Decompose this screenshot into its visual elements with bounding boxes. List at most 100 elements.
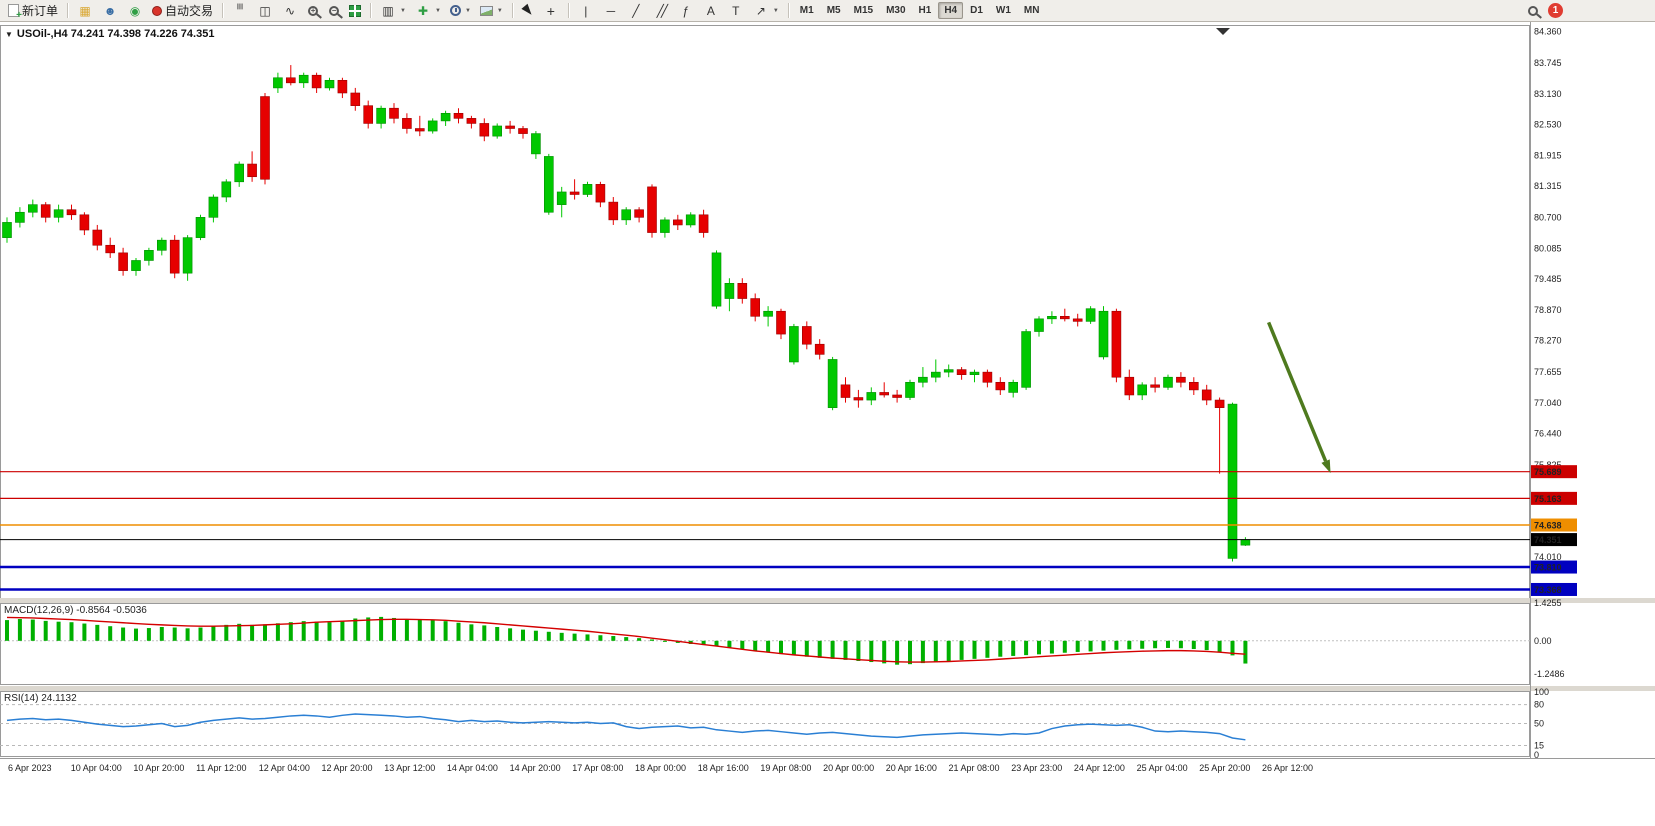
- svg-text:74.351: 74.351: [1534, 535, 1562, 545]
- candlestick-chart-button[interactable]: ◫: [253, 1, 277, 21]
- zoom-out-button[interactable]: −: [324, 1, 344, 21]
- svg-text:14 Apr 20:00: 14 Apr 20:00: [510, 763, 561, 773]
- svg-text:74.010: 74.010: [1534, 552, 1562, 562]
- templates-button[interactable]: ▼: [476, 1, 507, 21]
- profile-button[interactable]: ☻: [98, 1, 122, 21]
- text-tool[interactable]: A: [699, 1, 723, 21]
- svg-text:20 Apr 16:00: 20 Apr 16:00: [886, 763, 937, 773]
- toolbar-separator: [67, 3, 69, 18]
- chevron-down-icon: ▼: [772, 7, 779, 14]
- horizontal-line-tool[interactable]: ─: [599, 1, 623, 21]
- tile-windows-button[interactable]: [345, 1, 365, 21]
- candlestick-series: [2, 65, 1251, 562]
- notification-badge[interactable]: 1: [1548, 3, 1563, 18]
- svg-text:83.130: 83.130: [1534, 89, 1562, 99]
- chevron-down-icon: ▼: [496, 7, 503, 14]
- panel-splitter[interactable]: [0, 686, 1655, 691]
- svg-text:18 Apr 16:00: 18 Apr 16:00: [698, 763, 749, 773]
- fibonacci-tool[interactable]: ƒ: [674, 1, 698, 21]
- rsi-line: [6, 713, 1246, 741]
- timeframe-m1[interactable]: M1: [799, 5, 814, 16]
- svg-text:14 Apr 04:00: 14 Apr 04:00: [447, 763, 498, 773]
- search-icon[interactable]: [1528, 5, 1538, 16]
- timeframe-m15[interactable]: M15: [853, 5, 874, 16]
- add-indicator-button[interactable]: ✚ ▼: [411, 1, 445, 21]
- new-order-icon: [8, 4, 22, 21]
- horizontal-line-icon: ─: [606, 3, 616, 18]
- profile-icon: ☻: [103, 3, 117, 18]
- svg-text:25 Apr 04:00: 25 Apr 04:00: [1137, 763, 1188, 773]
- zoom-in-icon: +: [308, 5, 319, 16]
- svg-text:18 Apr 00:00: 18 Apr 00:00: [635, 763, 686, 773]
- cursor-tool-button[interactable]: [518, 1, 538, 21]
- toolbar-separator: [787, 3, 789, 18]
- auto-trading-button[interactable]: 自动交易: [148, 1, 217, 21]
- timeframe-d1[interactable]: D1: [970, 5, 983, 16]
- crosshair-icon: +: [546, 2, 555, 19]
- svg-text:13 Apr 12:00: 13 Apr 12:00: [384, 763, 435, 773]
- community-button[interactable]: ◉: [123, 1, 147, 21]
- svg-text:-1.2486: -1.2486: [1534, 669, 1565, 679]
- horizontal-level-lines[interactable]: [0, 465, 1577, 596]
- svg-text:75.689: 75.689: [1534, 467, 1562, 477]
- text-icon: A: [706, 3, 715, 18]
- price-chart-canvas[interactable]: 84.360 83.745 83.130 82.530 81.915 81.315 80.7…: [0, 22, 1655, 826]
- arrow-shape-icon: ↗: [755, 3, 766, 18]
- line-chart-button[interactable]: ∿: [278, 1, 302, 21]
- timeframe-h4[interactable]: H4: [938, 2, 964, 19]
- svg-text:24 Apr 12:00: 24 Apr 12:00: [1074, 763, 1125, 773]
- svg-text:81.915: 81.915: [1534, 151, 1562, 161]
- timeframe-m5[interactable]: M5: [826, 5, 841, 16]
- community-icon: ◉: [129, 3, 141, 18]
- svg-text:78.270: 78.270: [1534, 336, 1562, 346]
- periods-button[interactable]: ▼: [446, 1, 475, 21]
- panel-splitter[interactable]: [0, 598, 1655, 603]
- svg-text:19 Apr 08:00: 19 Apr 08:00: [760, 763, 811, 773]
- svg-text:12 Apr 20:00: 12 Apr 20:00: [322, 763, 373, 773]
- svg-text:0.00: 0.00: [1534, 636, 1552, 646]
- toolbar-separator: [370, 3, 372, 18]
- timeframe-w1[interactable]: W1: [995, 5, 1011, 16]
- indicators-icon: ▥: [382, 3, 394, 18]
- macd-indicator-label: MACD(12,26,9) -0.8564 -0.5036: [4, 605, 147, 616]
- label-icon: T: [732, 3, 740, 18]
- bar-chart-button[interactable]: ≡: [228, 1, 252, 21]
- timeframe-mn[interactable]: MN: [1023, 5, 1040, 16]
- svg-text:23 Apr 23:00: 23 Apr 23:00: [1011, 763, 1062, 773]
- add-indicator-icon: ✚: [417, 3, 429, 18]
- chart-title-text: USOil-,H4 74.241 74.398 74.226 74.351: [16, 28, 215, 40]
- svg-text:21 Apr 08:00: 21 Apr 08:00: [949, 763, 1000, 773]
- chevron-down-icon: ▼: [400, 7, 406, 14]
- chart-shift-marker[interactable]: [1216, 28, 1230, 35]
- trendline-tool[interactable]: ╱: [624, 1, 648, 21]
- arrows-tool[interactable]: ↗ ▼: [749, 1, 783, 21]
- timeframe-h1[interactable]: H1: [918, 5, 932, 16]
- tile-windows-icon: [349, 4, 362, 17]
- svg-text:80.700: 80.700: [1534, 212, 1562, 222]
- chart-area: 84.360 83.745 83.130 82.530 81.915 81.315 80.7…: [0, 22, 1655, 826]
- vertical-line-tool[interactable]: |: [574, 1, 598, 21]
- svg-text:74.638: 74.638: [1534, 521, 1562, 531]
- toolbar: 新订单 ▦ ☻ ◉ 自动交易 ≡ ◫ ∿ + − ▥▼ ✚▼ ▼ ▼ + | ─…: [0, 0, 1655, 22]
- toolbar-separator: [511, 3, 513, 18]
- label-tool[interactable]: T: [724, 1, 748, 21]
- svg-text:10 Apr 04:00: 10 Apr 04:00: [71, 763, 122, 773]
- svg-text:77.655: 77.655: [1534, 367, 1562, 377]
- auto-trading-label: 自动交易: [165, 4, 214, 18]
- annotation-arrow[interactable]: [1267, 321, 1328, 462]
- market-watch-button[interactable]: ▦: [73, 1, 97, 21]
- timeframe-m30[interactable]: M30: [886, 5, 906, 16]
- collapse-icon[interactable]: ▼: [5, 29, 13, 39]
- zoom-in-button[interactable]: +: [303, 1, 323, 21]
- new-order-button[interactable]: 新订单: [4, 1, 62, 21]
- channel-tool[interactable]: ╱╱: [649, 1, 673, 21]
- time-axis-labels: 6 Apr 2023 10 Apr 04:00 10 Apr 20:00 11 Apr…: [8, 763, 1313, 773]
- bar-chart-icon: ≡: [233, 2, 248, 10]
- indicators-button[interactable]: ▥ ▼: [376, 1, 410, 21]
- svg-text:83.745: 83.745: [1534, 58, 1562, 68]
- svg-text:12 Apr 04:00: 12 Apr 04:00: [259, 763, 310, 773]
- crosshair-tool-button[interactable]: +: [539, 1, 563, 21]
- svg-text:50: 50: [1534, 719, 1544, 729]
- svg-text:11 Apr 12:00: 11 Apr 12:00: [196, 763, 246, 773]
- svg-text:80.085: 80.085: [1534, 244, 1562, 254]
